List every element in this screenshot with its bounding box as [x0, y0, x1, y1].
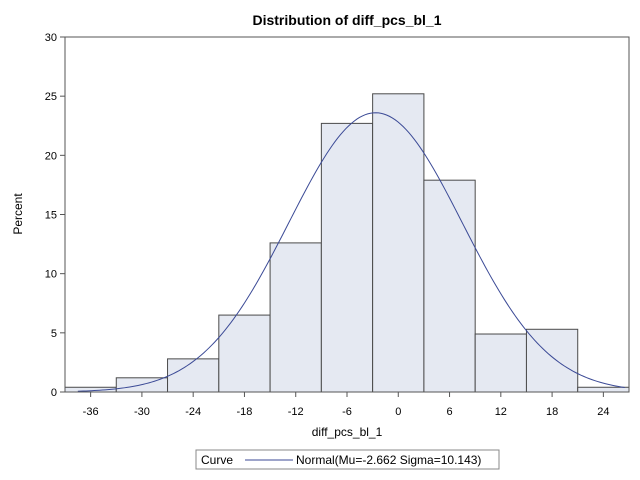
x-tick-label: -6: [342, 406, 352, 418]
x-tick-label: -36: [83, 406, 99, 418]
x-tick-label: 12: [495, 406, 507, 418]
histogram-bar: [423, 179, 476, 393]
legend-entry: Normal(Mu=-2.662 Sigma=10.143): [296, 453, 481, 467]
histogram-bar: [320, 122, 374, 393]
y-tick-label: 0: [51, 387, 57, 399]
y-tick-label: 5: [51, 328, 57, 340]
y-tick-label: 30: [45, 32, 57, 44]
histogram-bar: [577, 386, 630, 393]
x-tick-label: -24: [185, 406, 201, 418]
histogram-bar: [269, 242, 322, 393]
y-tick-label: 10: [45, 269, 57, 281]
histogram-bar: [474, 333, 527, 393]
x-tick-label: -12: [288, 406, 304, 418]
histogram-bar: [372, 93, 425, 393]
y-tick-label: 20: [45, 150, 57, 162]
x-tick-label: 6: [446, 406, 452, 418]
y-tick-label: 25: [45, 91, 57, 103]
x-tick-label: 0: [395, 406, 401, 418]
x-tick-label: -18: [237, 406, 253, 418]
y-axis-label: Percent: [11, 193, 25, 235]
histogram-bar: [167, 358, 220, 393]
legend-label: Curve: [201, 453, 233, 467]
y-axis: 0 5 10 15 20 25 30: [45, 32, 65, 399]
chart-title: Distribution of diff_pcs_bl_1: [252, 12, 441, 28]
x-axis-label: diff_pcs_bl_1: [312, 425, 383, 439]
legend-box: [195, 449, 500, 470]
y-tick-label: 15: [45, 210, 57, 222]
legend: Curve Normal(Mu=-2.662 Sigma=10.143): [195, 449, 500, 470]
x-tick-label: 18: [546, 406, 558, 418]
bars-layer: [64, 93, 630, 393]
histogram-bar: [525, 328, 579, 393]
x-tick-label: 24: [597, 406, 609, 418]
x-axis: -36 -30 -24 -18 -12 -6 0 6 12 18 24: [83, 392, 609, 418]
histogram-bar: [218, 314, 271, 393]
x-tick-label: -30: [134, 406, 150, 418]
normal-curve: [77, 112, 625, 392]
curve-layer: [77, 112, 625, 392]
